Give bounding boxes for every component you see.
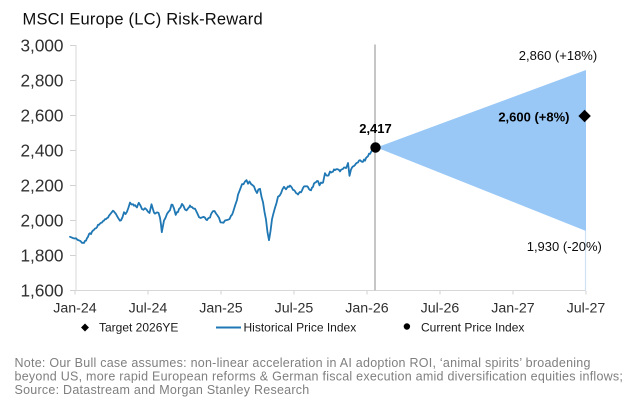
svg-text:Jul-24: Jul-24 xyxy=(129,301,168,317)
svg-text:2,400: 2,400 xyxy=(20,141,63,161)
svg-text:3,000: 3,000 xyxy=(20,36,63,56)
svg-text:1,600: 1,600 xyxy=(20,281,63,301)
svg-text:MSCI Europe (LC) Risk-Reward: MSCI Europe (LC) Risk-Reward xyxy=(23,10,263,28)
svg-text:Jul-25: Jul-25 xyxy=(275,301,314,317)
svg-text:Target 2026YE: Target 2026YE xyxy=(99,321,178,335)
svg-text:2,200: 2,200 xyxy=(20,176,63,196)
svg-text:2,000: 2,000 xyxy=(20,211,63,231)
svg-text:2,417: 2,417 xyxy=(359,121,392,136)
svg-text:Jul-27: Jul-27 xyxy=(567,301,606,317)
svg-text:Jan-26: Jan-26 xyxy=(345,301,388,317)
svg-text:Jan-24: Jan-24 xyxy=(53,301,96,317)
svg-text:Jan-27: Jan-27 xyxy=(491,301,534,317)
svg-text:Jan-25: Jan-25 xyxy=(199,301,242,317)
svg-text:1,800: 1,800 xyxy=(20,246,63,266)
svg-text:Jul-26: Jul-26 xyxy=(421,301,460,317)
svg-text:2,800: 2,800 xyxy=(20,71,63,91)
svg-text:2,860 (+18%): 2,860 (+18%) xyxy=(519,48,597,63)
svg-text:Note: Our Bull case assumes: n: Note: Our Bull case assumes: non-linear … xyxy=(15,356,591,370)
svg-text:Source: Datastream and Morgan: Source: Datastream and Morgan Stanley Re… xyxy=(15,383,310,397)
svg-text:1,930 (-20%): 1,930 (-20%) xyxy=(527,239,602,254)
svg-text:Historical Price Index: Historical Price Index xyxy=(244,321,357,335)
svg-text:2,600 (+8%): 2,600 (+8%) xyxy=(498,110,569,125)
svg-text:2,600: 2,600 xyxy=(20,106,63,126)
svg-text:beyond US, more rapid European: beyond US, more rapid European reforms &… xyxy=(15,370,624,384)
svg-text:Current Price Index: Current Price Index xyxy=(421,321,524,335)
